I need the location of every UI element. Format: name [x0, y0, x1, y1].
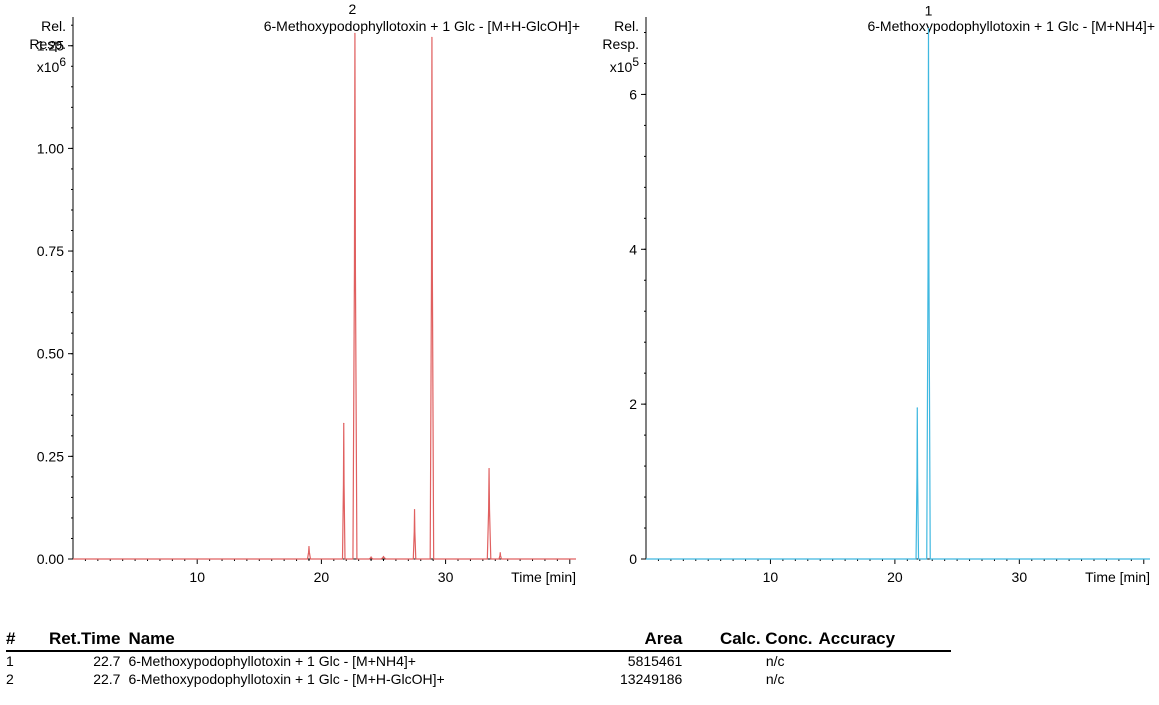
- peak-apex: [916, 407, 918, 409]
- x-tick-label: 30: [1012, 569, 1028, 585]
- row-ret-time: 22.7: [93, 653, 121, 669]
- header-number: #: [6, 629, 39, 652]
- y-axis-label: Rel.: [614, 18, 639, 34]
- table-row: 2 22.7 6-Methoxypodophyllotoxin + 1 Glc …: [6, 670, 951, 688]
- peak-apex: [499, 552, 501, 554]
- peak-apex: [927, 28, 930, 30]
- peak-apex: [382, 555, 385, 558]
- y-tick-label: 0.25: [37, 448, 64, 464]
- row-accuracy: [819, 670, 951, 688]
- header-accuracy: Accuracy: [818, 629, 951, 652]
- row-accuracy: [819, 651, 951, 670]
- y-tick-label: 0: [629, 551, 637, 567]
- peak-apex: [354, 32, 356, 35]
- row-calc-conc: n/c: [765, 671, 785, 687]
- y-axis-label-2: Resp.: [29, 36, 66, 52]
- peak-apex: [343, 422, 345, 425]
- peak-label: 1: [925, 3, 933, 19]
- y-axis-label: Rel.: [41, 18, 66, 34]
- row-number: 2: [6, 671, 14, 687]
- header-calc-conc: Calc. Conc.: [684, 629, 819, 652]
- table-row: 1 22.7 6-Methoxypodophyllotoxin + 1 Glc …: [6, 651, 951, 670]
- y-axis-scale: x106: [37, 55, 67, 75]
- results-header-row: # Ret.Time Name Area Calc. Conc. Accurac…: [6, 629, 951, 652]
- chromatogram-trace: [646, 28, 1150, 560]
- results-table: # Ret.Time Name Area Calc. Conc. Accurac…: [6, 629, 951, 688]
- y-tick-label: 6: [629, 86, 637, 102]
- peak-apex: [370, 556, 372, 558]
- y-tick-label: 0.00: [37, 551, 64, 567]
- y-axis-label-2: Resp.: [602, 36, 639, 52]
- chart-1: 0.00 0.25 0.50 0.75 1.00 1.25 10 20 30 Time [min]…: [29, 1, 580, 585]
- chromatogram-trace: [73, 32, 576, 560]
- header-area: Area: [574, 629, 685, 652]
- y-tick-label: 0.50: [37, 346, 64, 362]
- peak-label: 2: [349, 1, 357, 17]
- y-tick-label: 1.25: [37, 38, 64, 54]
- peak-apex: [488, 468, 490, 470]
- row-ret-time: 22.7: [93, 671, 121, 687]
- row-number: 1: [6, 653, 14, 669]
- y-tick-label: 4: [629, 241, 637, 257]
- x-tick-label: 30: [438, 569, 454, 585]
- row-calc-conc: n/c: [765, 653, 785, 669]
- header-ret-time: Ret.Time: [38, 629, 129, 652]
- chart-title: 6-Methoxypodophyllotoxin + 1 Glc - [M+NH…: [867, 18, 1155, 34]
- peak-apex: [431, 36, 433, 39]
- y-tick-label: 1.00: [37, 140, 64, 156]
- chart-2: 0 2 4 6 10 20 30 Time [min] Rel. Resp. x105 6-Metho…: [602, 3, 1155, 585]
- x-tick-label: 10: [763, 569, 779, 585]
- peak-apex: [308, 546, 310, 548]
- y-axis-scale: x105: [610, 55, 640, 75]
- row-name: 6-Methoxypodophyllotoxin + 1 Glc - [M+H-…: [128, 671, 445, 687]
- x-tick-label: 20: [887, 569, 903, 585]
- x-tick-label: 10: [189, 569, 205, 585]
- row-area: 13249186: [620, 671, 683, 687]
- y-tick-label: 2: [629, 396, 637, 412]
- chart-title: 6-Methoxypodophyllotoxin + 1 Glc - [M+H-…: [264, 18, 580, 34]
- x-axis-label: Time [min]: [1085, 569, 1150, 585]
- x-axis-label: Time [min]: [511, 569, 576, 585]
- row-area: 5815461: [627, 653, 683, 669]
- header-name: Name: [128, 629, 575, 652]
- y-tick-label: 0.75: [37, 243, 64, 259]
- x-tick-label: 20: [314, 569, 330, 585]
- peak-apex: [413, 509, 416, 511]
- row-name: 6-Methoxypodophyllotoxin + 1 Glc - [M+NH…: [128, 653, 416, 669]
